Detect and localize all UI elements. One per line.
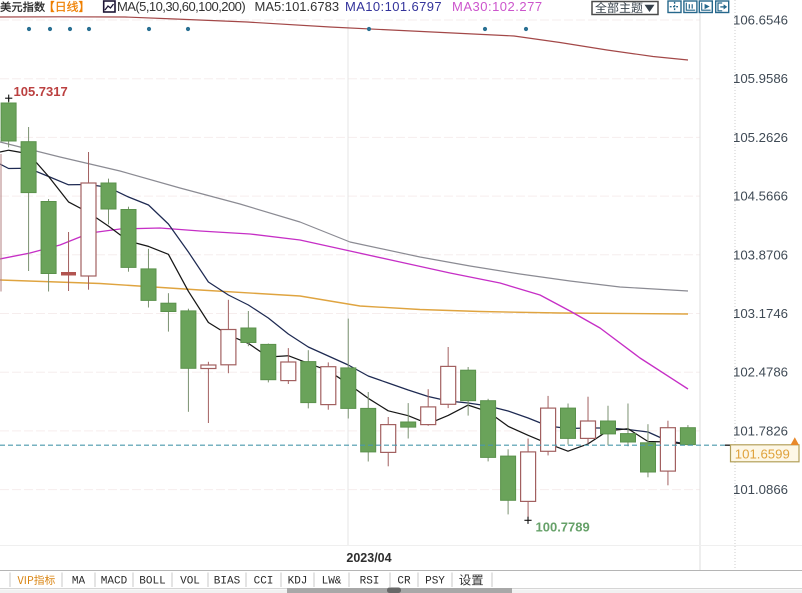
svg-text:RSI: RSI xyxy=(360,576,380,588)
svg-text:102.4786: 102.4786 xyxy=(733,365,788,380)
svg-text:BOLL: BOLL xyxy=(139,576,165,588)
svg-text:101.6599: 101.6599 xyxy=(735,447,790,462)
svg-text:MA5:101.6783: MA5:101.6783 xyxy=(255,0,340,14)
svg-text:CCI: CCI xyxy=(254,576,274,588)
svg-text:105.7317: 105.7317 xyxy=(14,84,68,99)
svg-text:MACD: MACD xyxy=(101,576,128,588)
svg-text:105.2626: 105.2626 xyxy=(733,130,788,145)
svg-text:PSY: PSY xyxy=(425,576,445,588)
svg-text:2023/04: 2023/04 xyxy=(346,551,391,565)
svg-text:MA(5,10,30,60,100,200): MA(5,10,30,60,100,200) xyxy=(117,0,245,14)
svg-text:101.7826: 101.7826 xyxy=(733,423,788,438)
svg-text:103.1746: 103.1746 xyxy=(733,306,788,321)
svg-text:LW&: LW& xyxy=(322,576,342,588)
svg-text:MA: MA xyxy=(72,576,86,588)
svg-text:106.6546: 106.6546 xyxy=(733,13,788,28)
svg-text:104.5666: 104.5666 xyxy=(733,189,788,204)
svg-text:103.8706: 103.8706 xyxy=(733,247,788,262)
svg-text:MA30:102.277: MA30:102.277 xyxy=(452,0,543,14)
svg-text:MA10:101.6797: MA10:101.6797 xyxy=(345,0,442,14)
svg-text:101.0866: 101.0866 xyxy=(733,482,788,497)
svg-text:KDJ: KDJ xyxy=(288,576,308,588)
svg-text:CR: CR xyxy=(397,576,411,588)
svg-text:100.7789: 100.7789 xyxy=(536,520,590,535)
svg-text:VOL: VOL xyxy=(180,576,200,588)
svg-text:105.9586: 105.9586 xyxy=(733,71,788,86)
svg-text:BIAS: BIAS xyxy=(214,576,241,588)
